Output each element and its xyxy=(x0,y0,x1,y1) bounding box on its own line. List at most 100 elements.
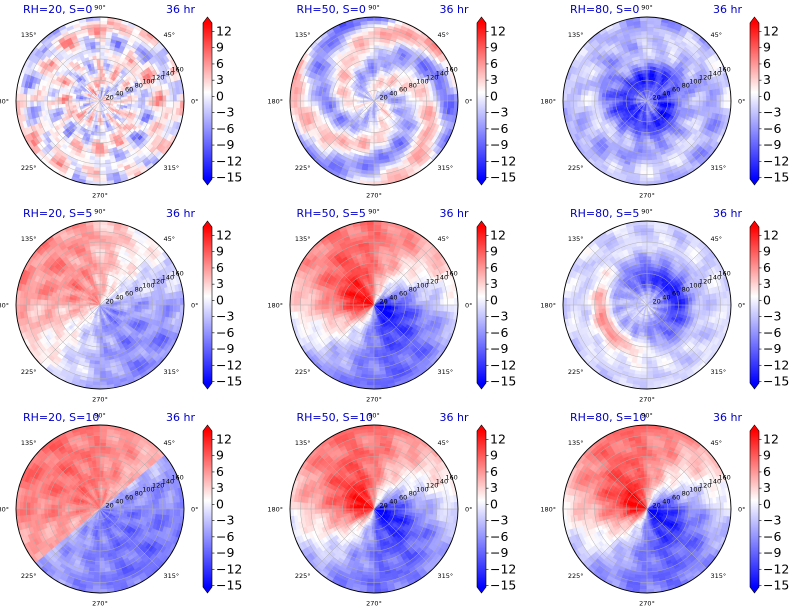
polar-panel: RH=50, S=0 36 hr 0° 45° 90° 135° 180° 225° 270° 3… xyxy=(267,0,539,204)
heat-cell xyxy=(425,100,430,107)
heat-cell xyxy=(646,135,651,140)
angle-tick-label: 135° xyxy=(21,31,37,39)
heat-cell xyxy=(373,167,380,172)
heat-cell xyxy=(124,100,129,104)
heat-cell xyxy=(99,132,104,137)
heat-cell xyxy=(373,62,378,67)
heat-cell xyxy=(411,97,416,102)
heat-cell xyxy=(594,100,599,106)
heat-cell xyxy=(99,76,103,81)
panel-time-label: 36 hr xyxy=(439,3,469,16)
heat-cell xyxy=(370,65,374,70)
heat-cell xyxy=(99,37,106,42)
heat-cell xyxy=(368,44,374,49)
heat-cell xyxy=(432,100,437,107)
heat-cell xyxy=(608,100,613,105)
heat-cell xyxy=(373,41,379,46)
heat-cell xyxy=(373,48,379,53)
heat-cell xyxy=(94,41,101,46)
heat-cell xyxy=(699,95,704,102)
heat-cell xyxy=(404,103,409,108)
colorbar-outline xyxy=(476,16,486,186)
heat-cell xyxy=(120,100,125,104)
colorbar-tick-label: −3 xyxy=(490,105,508,120)
heat-cell xyxy=(134,97,139,102)
heat-cell xyxy=(320,96,325,102)
heat-cell xyxy=(99,30,107,35)
heat-cell xyxy=(376,62,381,67)
heat-cell xyxy=(96,139,101,144)
colorbar-tick-label: −15 xyxy=(216,170,242,185)
heat-cell xyxy=(646,41,653,46)
heat-cell xyxy=(99,27,107,32)
heat-cell xyxy=(159,95,164,102)
angle-tick-label: 90° xyxy=(368,4,380,12)
heat-cell xyxy=(367,163,374,168)
heat-cell xyxy=(646,37,653,42)
heat-cell xyxy=(54,100,59,106)
heat-cell xyxy=(368,149,374,154)
heat-cell xyxy=(681,100,686,105)
heat-cell xyxy=(99,55,105,60)
heat-cell xyxy=(96,62,101,67)
heat-cell xyxy=(646,51,652,56)
heat-cell xyxy=(644,121,648,126)
heat-cell xyxy=(99,174,107,179)
heat-cell xyxy=(373,30,380,35)
heat-cell xyxy=(338,97,343,102)
colorbar-tick-label: 9 xyxy=(216,40,224,55)
heat-cell xyxy=(299,94,304,102)
heat-cell xyxy=(411,100,416,105)
heat-cell xyxy=(369,142,374,147)
heat-cell xyxy=(310,100,315,107)
heat-cell xyxy=(338,100,343,105)
heat-cell xyxy=(99,48,105,53)
heat-cell xyxy=(642,55,648,60)
heat-cell xyxy=(64,100,69,105)
heat-cell xyxy=(369,139,374,144)
heat-cell xyxy=(131,100,136,105)
heat-cell xyxy=(152,95,157,102)
heat-cell xyxy=(366,23,374,28)
heat-cell xyxy=(95,51,101,56)
heat-cell xyxy=(22,100,27,108)
heat-cell xyxy=(646,58,651,63)
angle-tick-label: 0° xyxy=(465,98,472,106)
heat-cell xyxy=(646,79,650,84)
heat-cell xyxy=(130,103,136,108)
radial-tick-label: 60 xyxy=(398,85,406,93)
heat-cell xyxy=(642,149,648,154)
heat-cell xyxy=(376,65,380,71)
colorbar-tick-label: −3 xyxy=(216,105,234,120)
colorbar-tick-label: −9 xyxy=(216,137,234,152)
heat-cell xyxy=(622,98,627,102)
heat-cell xyxy=(674,100,679,104)
heat-cell xyxy=(173,100,178,108)
heat-cell xyxy=(685,97,690,102)
heat-cell xyxy=(97,121,101,126)
heat-cell xyxy=(644,128,648,133)
heat-cell xyxy=(611,94,617,99)
radial-tick-label: 40 xyxy=(115,90,123,98)
heat-cell xyxy=(131,97,136,102)
colorbar-tick-label: 9 xyxy=(490,40,498,55)
heat-cell xyxy=(446,100,451,108)
angular-grid-line xyxy=(99,100,160,161)
heat-cell xyxy=(348,98,353,102)
heat-cell xyxy=(368,153,374,158)
heat-cell xyxy=(415,100,420,106)
colorbar-tick-label: −12 xyxy=(490,153,516,168)
heat-cell xyxy=(327,96,332,102)
heat-cell xyxy=(646,149,652,154)
heat-cell xyxy=(99,170,107,175)
heat-cell xyxy=(604,100,609,105)
heat-cell xyxy=(702,95,707,102)
heat-cell xyxy=(162,100,167,108)
heat-cell xyxy=(646,69,650,74)
angle-tick-label: 90° xyxy=(94,4,106,12)
panel-time-label: 36 hr xyxy=(713,3,742,16)
heat-cell xyxy=(95,48,101,53)
heat-cell xyxy=(443,94,448,102)
heat-cell xyxy=(97,128,101,133)
